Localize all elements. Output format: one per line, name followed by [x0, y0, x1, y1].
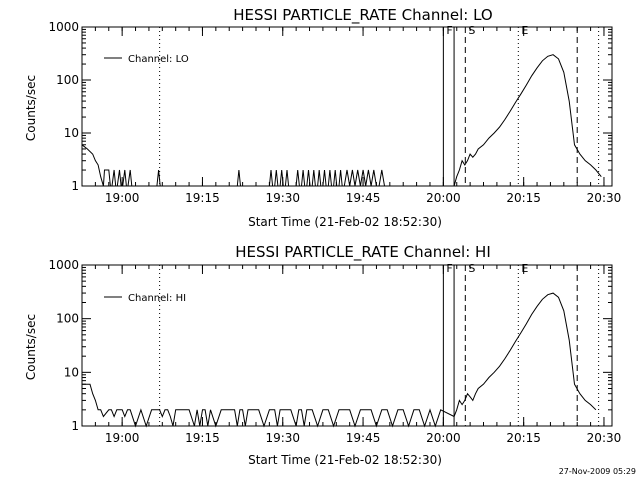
y-axis-label: Counts/sec: [24, 75, 38, 141]
chart-panel-hi: HESSI PARTICLE_RATE Channel: HI Start Ti…: [24, 243, 621, 467]
chart-title: HESSI PARTICLE_RATE Channel: HI: [235, 243, 491, 262]
event-marker-label: S: [468, 24, 475, 37]
x-tick-label: 20:30: [587, 191, 622, 205]
legend-label: Channel: LO: [128, 54, 189, 65]
x-tick-label: 20:30: [587, 431, 622, 445]
x-tick-label: 20:00: [426, 431, 461, 445]
y-tick-label: 100: [56, 73, 79, 87]
y-tick-label: 100: [56, 312, 79, 326]
y-axis-label: Counts/sec: [24, 314, 38, 380]
y-tick-label: 1: [71, 179, 79, 193]
event-marker-label: S: [468, 262, 475, 275]
plot-frame: [81, 26, 613, 187]
x-axis-label: Start Time (21-Feb-02 18:52:30): [248, 215, 442, 229]
x-tick-label: 19:30: [265, 191, 300, 205]
series-line: [82, 292, 597, 428]
x-tick-label: 20:15: [506, 191, 541, 205]
x-axis-label: Start Time (21-Feb-02 18:52:30): [248, 453, 442, 467]
plot-frame: [81, 264, 613, 427]
x-tick-label: 19:45: [346, 431, 381, 445]
x-tick-label: 19:30: [265, 431, 300, 445]
chart-panel-lo: HESSI PARTICLE_RATE Channel: LO Start Ti…: [24, 6, 621, 229]
y-tick-label: 1000: [48, 20, 79, 34]
x-tick-label: 19:15: [185, 191, 220, 205]
y-tick-label: 1: [71, 419, 79, 433]
x-tick-label: 19:45: [346, 191, 381, 205]
chart-title: HESSI PARTICLE_RATE Channel: LO: [233, 6, 492, 25]
event-marker-label: F: [446, 262, 452, 275]
event-marker-label: F: [446, 24, 452, 37]
y-tick-label: 10: [64, 126, 79, 140]
y-tick-label: 10: [64, 365, 79, 379]
x-tick-label: 20:00: [426, 191, 461, 205]
footer-timestamp: 27-Nov-2009 05:29: [559, 467, 636, 476]
event-marker-label: E: [521, 262, 528, 275]
x-tick-label: 19:15: [185, 431, 220, 445]
y-tick-label: 1000: [48, 258, 79, 272]
series-line: [81, 54, 602, 187]
x-tick-label: 19:00: [105, 191, 140, 205]
x-tick-label: 19:00: [105, 431, 140, 445]
legend-label: Channel: HI: [128, 293, 186, 304]
event-marker-label: E: [521, 24, 528, 37]
x-tick-label: 20:15: [506, 431, 541, 445]
